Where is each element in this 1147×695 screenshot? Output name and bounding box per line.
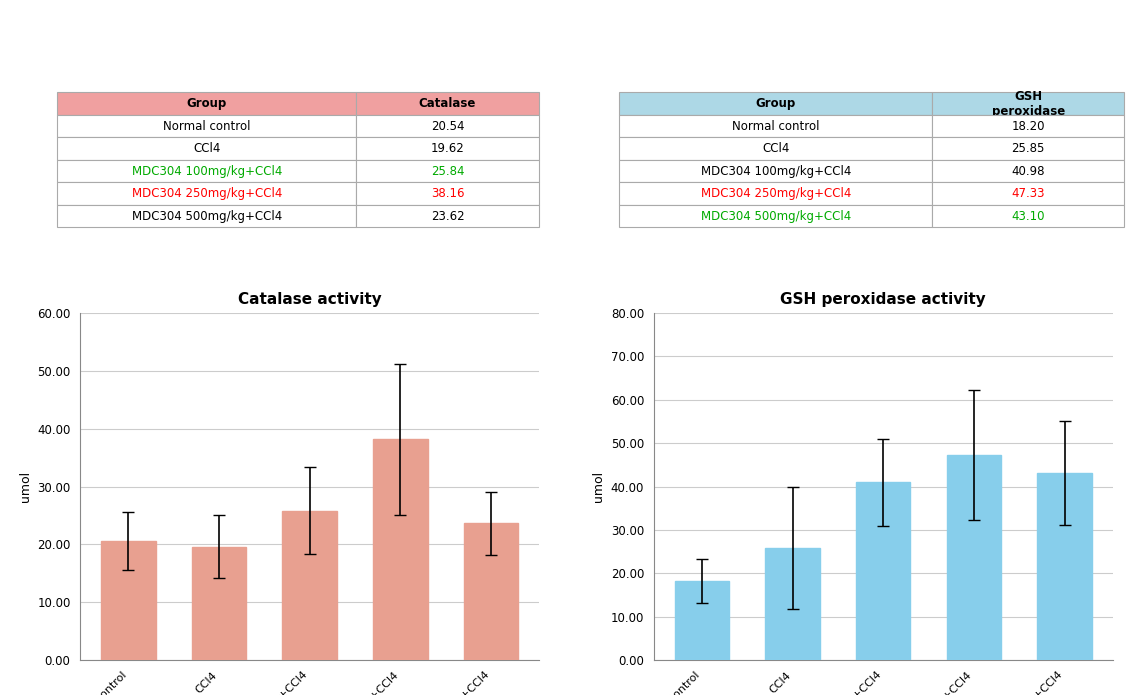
Bar <box>192 546 247 660</box>
Bar <box>373 439 428 660</box>
Bar <box>674 581 729 660</box>
Y-axis label: umol: umol <box>18 471 32 502</box>
Title: Catalase activity: Catalase activity <box>237 293 382 307</box>
Bar <box>1037 473 1092 660</box>
Bar <box>101 541 156 660</box>
Bar <box>946 455 1001 660</box>
Bar <box>463 523 518 660</box>
Bar <box>856 482 911 660</box>
Bar <box>282 511 337 660</box>
Y-axis label: umol: umol <box>592 471 606 502</box>
Title: GSH peroxidase activity: GSH peroxidase activity <box>780 293 986 307</box>
Bar <box>765 548 820 660</box>
